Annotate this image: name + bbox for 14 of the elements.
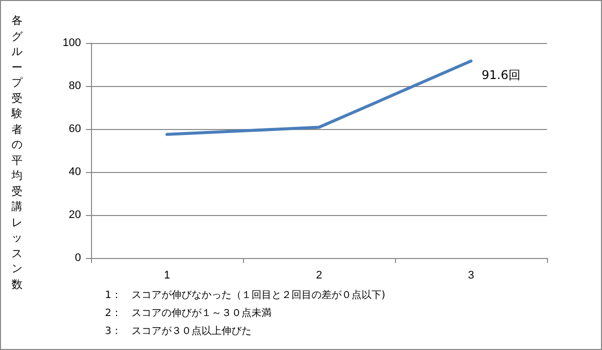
data-label: 91.6回 <box>482 68 520 82</box>
y-tick-label: 20 <box>68 209 81 221</box>
text: 3： スコアが３０点以上伸びた <box>105 324 252 339</box>
y-tick-label: 80 <box>68 80 81 92</box>
x-tick-label: 2 <box>316 270 322 282</box>
y-tick-label: 60 <box>68 123 81 135</box>
text: 各グループ受験者の平均受講レッスン数 <box>12 14 22 290</box>
x-tick-label: 1 <box>164 270 170 282</box>
y-tick-label: 40 <box>68 166 81 178</box>
x-tick-label: 3 <box>468 270 474 282</box>
y-tick-label: 0 <box>74 252 81 264</box>
text: 1： スコアが伸びなかった（１回目と２回目の差が０点以下) <box>105 288 386 303</box>
text: 2： スコアの伸びが１～３０点未満 <box>105 306 272 321</box>
y-tick-label: 100 <box>62 37 81 49</box>
